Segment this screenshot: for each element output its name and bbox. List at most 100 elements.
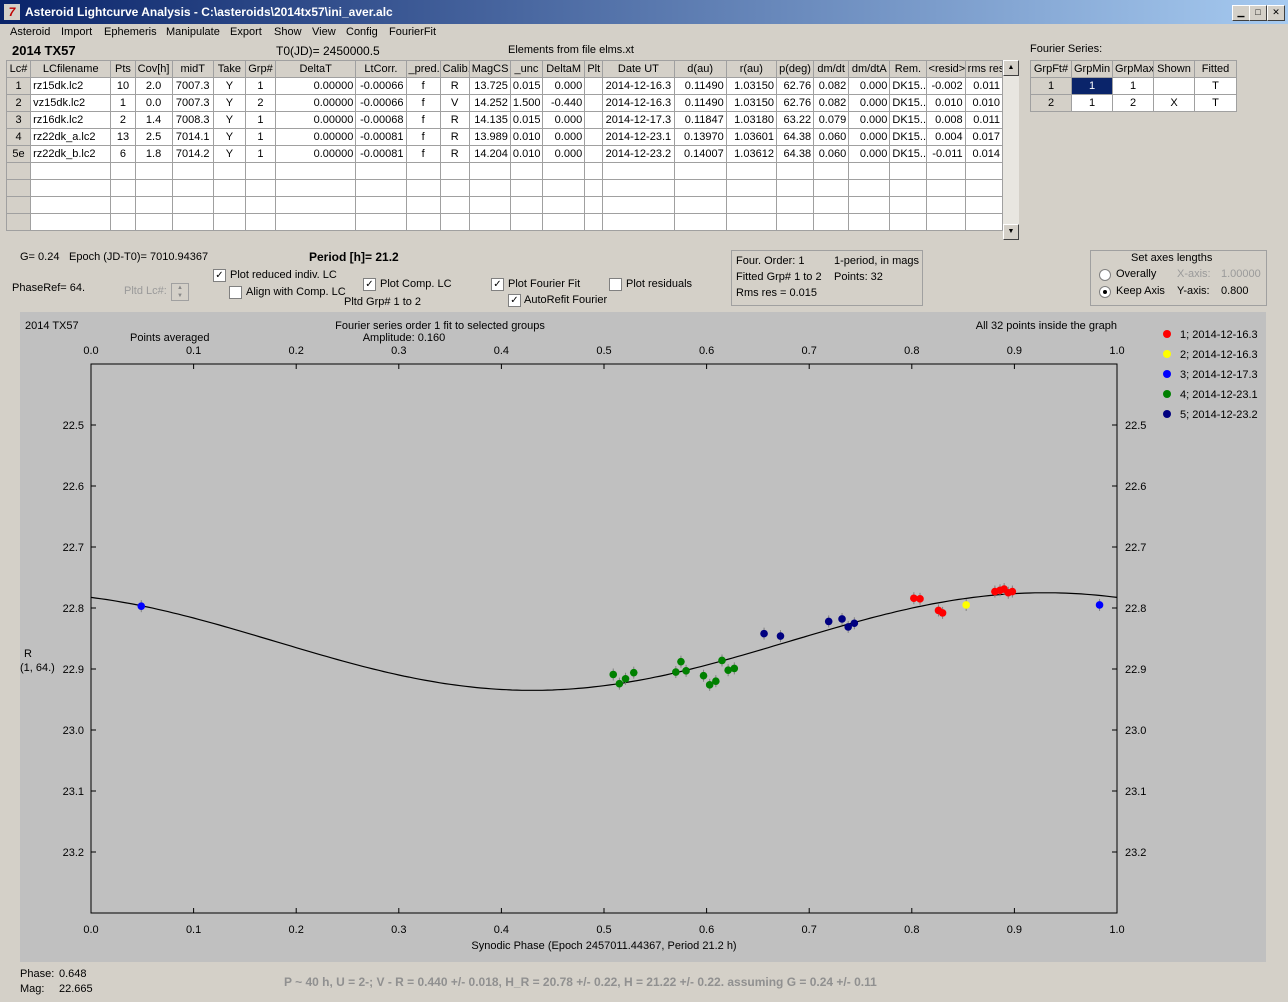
table-cell[interactable]: 2014-12-23.2 [602,145,675,163]
column-header[interactable]: Lc# [5,60,32,78]
table-cell[interactable]: 0.015 [509,77,544,95]
empty-cell[interactable] [110,213,136,231]
column-header[interactable]: Rem. [889,60,927,78]
column-header[interactable]: midT [171,60,214,78]
table-cell[interactable]: 1.03601 [725,128,777,146]
table-cell[interactable]: 14.252 [468,94,511,112]
empty-cell[interactable] [212,213,246,231]
plot-reduced-checkbox[interactable]: ✓ [213,269,226,282]
column-header[interactable]: DeltaM [542,60,586,78]
table-cell[interactable]: -0.00066 [355,77,407,95]
table-cell[interactable]: 0.000 [848,128,891,146]
table-cell[interactable]: 14.204 [468,145,511,163]
table-cell[interactable]: 2014-12-17.3 [602,111,675,129]
table-scrollbar[interactable]: ▲ ▼ [1003,60,1019,240]
table-cell[interactable]: -0.00081 [355,145,407,163]
table-cell[interactable]: 0.008 [925,111,966,129]
menu-fourierfit[interactable]: FourierFit [389,26,437,38]
x-axis-value[interactable]: 1.00000 [1221,268,1261,280]
keep-axis-radio[interactable] [1099,286,1111,298]
scroll-up-icon[interactable]: ▲ [1003,60,1019,76]
table-cell[interactable]: 0.000 [848,94,891,112]
table-cell[interactable]: 62.76 [775,94,815,112]
column-header[interactable]: Pts [110,60,136,78]
close-button[interactable]: ✕ [1267,5,1285,21]
plot-comp-checkbox[interactable]: ✓ [363,278,376,291]
table-cell[interactable]: 0.082 [813,77,850,95]
empty-cell[interactable] [542,213,586,231]
table-cell[interactable]: 0.000 [848,145,891,163]
overally-radio[interactable] [1099,269,1111,281]
menu-manipulate[interactable]: Manipulate [166,26,220,38]
table-cell[interactable]: 13.989 [468,128,511,146]
column-header[interactable]: Fitted [1194,60,1237,78]
table-cell[interactable]: 0.079 [813,111,850,129]
table-cell[interactable]: 7014.1 [171,128,214,146]
table-cell[interactable]: 1.03612 [725,145,777,163]
menu-show[interactable]: Show [274,26,302,38]
column-header[interactable]: GrpMax [1112,60,1154,78]
menu-asteroid[interactable]: Asteroid [10,26,51,38]
table-cell[interactable]: 0.11847 [673,111,727,129]
table-row[interactable] [5,213,1004,231]
table-row[interactable]: 4 rz22dk_a.lc2 13 2.5 7014.1 Y 1 0.00000 -0.0008… [5,128,1004,146]
table-row[interactable] [5,179,1004,197]
empty-cell[interactable] [673,213,727,231]
table-cell[interactable]: X [1153,94,1195,112]
column-header[interactable]: Shown [1153,60,1195,78]
align-comp-checkbox[interactable] [229,286,242,299]
table-cell[interactable]: 1.03150 [725,77,777,95]
table-row[interactable]: 5e rz22dk_b.lc2 6 1.8 7014.2 Y 1 0.00000 -0.0008… [5,145,1004,163]
table-cell[interactable]: 0.11490 [673,94,727,112]
table-cell[interactable]: 1 [1071,94,1113,112]
menu-config[interactable]: Config [346,26,378,38]
column-header[interactable]: _pred. [405,60,441,78]
empty-cell[interactable] [813,213,850,231]
empty-cell[interactable] [355,213,407,231]
table-cell[interactable]: 1.03180 [725,111,777,129]
column-header[interactable]: dm/dtA [848,60,891,78]
empty-cell[interactable] [602,213,675,231]
table-cell[interactable]: 6 [110,145,136,163]
menu-import[interactable]: Import [61,26,93,38]
autorefit-checkbox[interactable]: ✓ [508,294,521,307]
table-row[interactable] [5,196,1004,214]
scroll-down-icon[interactable]: ▼ [1003,224,1019,240]
fourier-series-table[interactable]: GrpFt# GrpMin GrpMax Shown Fitted 1 1 1 T 2 1 2 X T [1030,60,1237,112]
plot-residuals-checkbox[interactable] [609,278,622,291]
table-cell[interactable]: T [1194,94,1237,112]
column-header[interactable]: LCfilename [30,60,112,78]
lightcurve-plot-panel[interactable] [20,312,1266,962]
empty-cell[interactable] [964,213,1004,231]
empty-cell[interactable] [5,213,32,231]
lightcurve-table[interactable]: Lc# LCfilename Pts Cov[h] midT Take Grp# DeltaT… [5,60,1004,231]
column-header[interactable]: p(deg) [775,60,815,78]
table-cell[interactable]: 0.14007 [673,145,727,163]
column-header[interactable]: dm/dt [813,60,850,78]
column-header[interactable]: _unc [509,60,544,78]
table-cell[interactable]: 2014-12-23.1 [602,128,675,146]
column-header[interactable]: <resid> [925,60,966,78]
table-cell[interactable]: 0.082 [813,94,850,112]
column-header[interactable]: Calib. [439,60,470,78]
column-header[interactable]: GrpMin [1071,60,1113,78]
column-header[interactable]: rms res [964,60,1004,78]
table-cell[interactable]: 10 [110,77,136,95]
table-cell[interactable]: -0.00066 [355,94,407,112]
column-header[interactable]: Grp# [244,60,277,78]
table-cell[interactable]: 0.011 [964,111,1004,129]
y-axis-value[interactable]: 0.800 [1221,285,1249,297]
column-header[interactable]: LtCorr. [355,60,407,78]
maximize-button[interactable]: □ [1249,5,1267,21]
table-cell[interactable]: 1.4 [134,111,173,129]
table-row[interactable]: 2 vz15dk.lc2 1 0.0 7007.3 Y 2 0.00000 -0.00066 f V… [5,94,1004,112]
table-cell[interactable]: 0.000 [542,111,586,129]
pltd-lc-spinner[interactable]: ▲ ▼ [171,283,189,301]
column-header[interactable]: Date UT [602,60,675,78]
table-cell[interactable]: 2 [1030,94,1072,112]
empty-cell[interactable] [5,162,32,180]
table-cell[interactable]: 13 [110,128,136,146]
table-cell[interactable]: 0.010 [509,145,544,163]
column-header[interactable]: d(au) [673,60,727,78]
